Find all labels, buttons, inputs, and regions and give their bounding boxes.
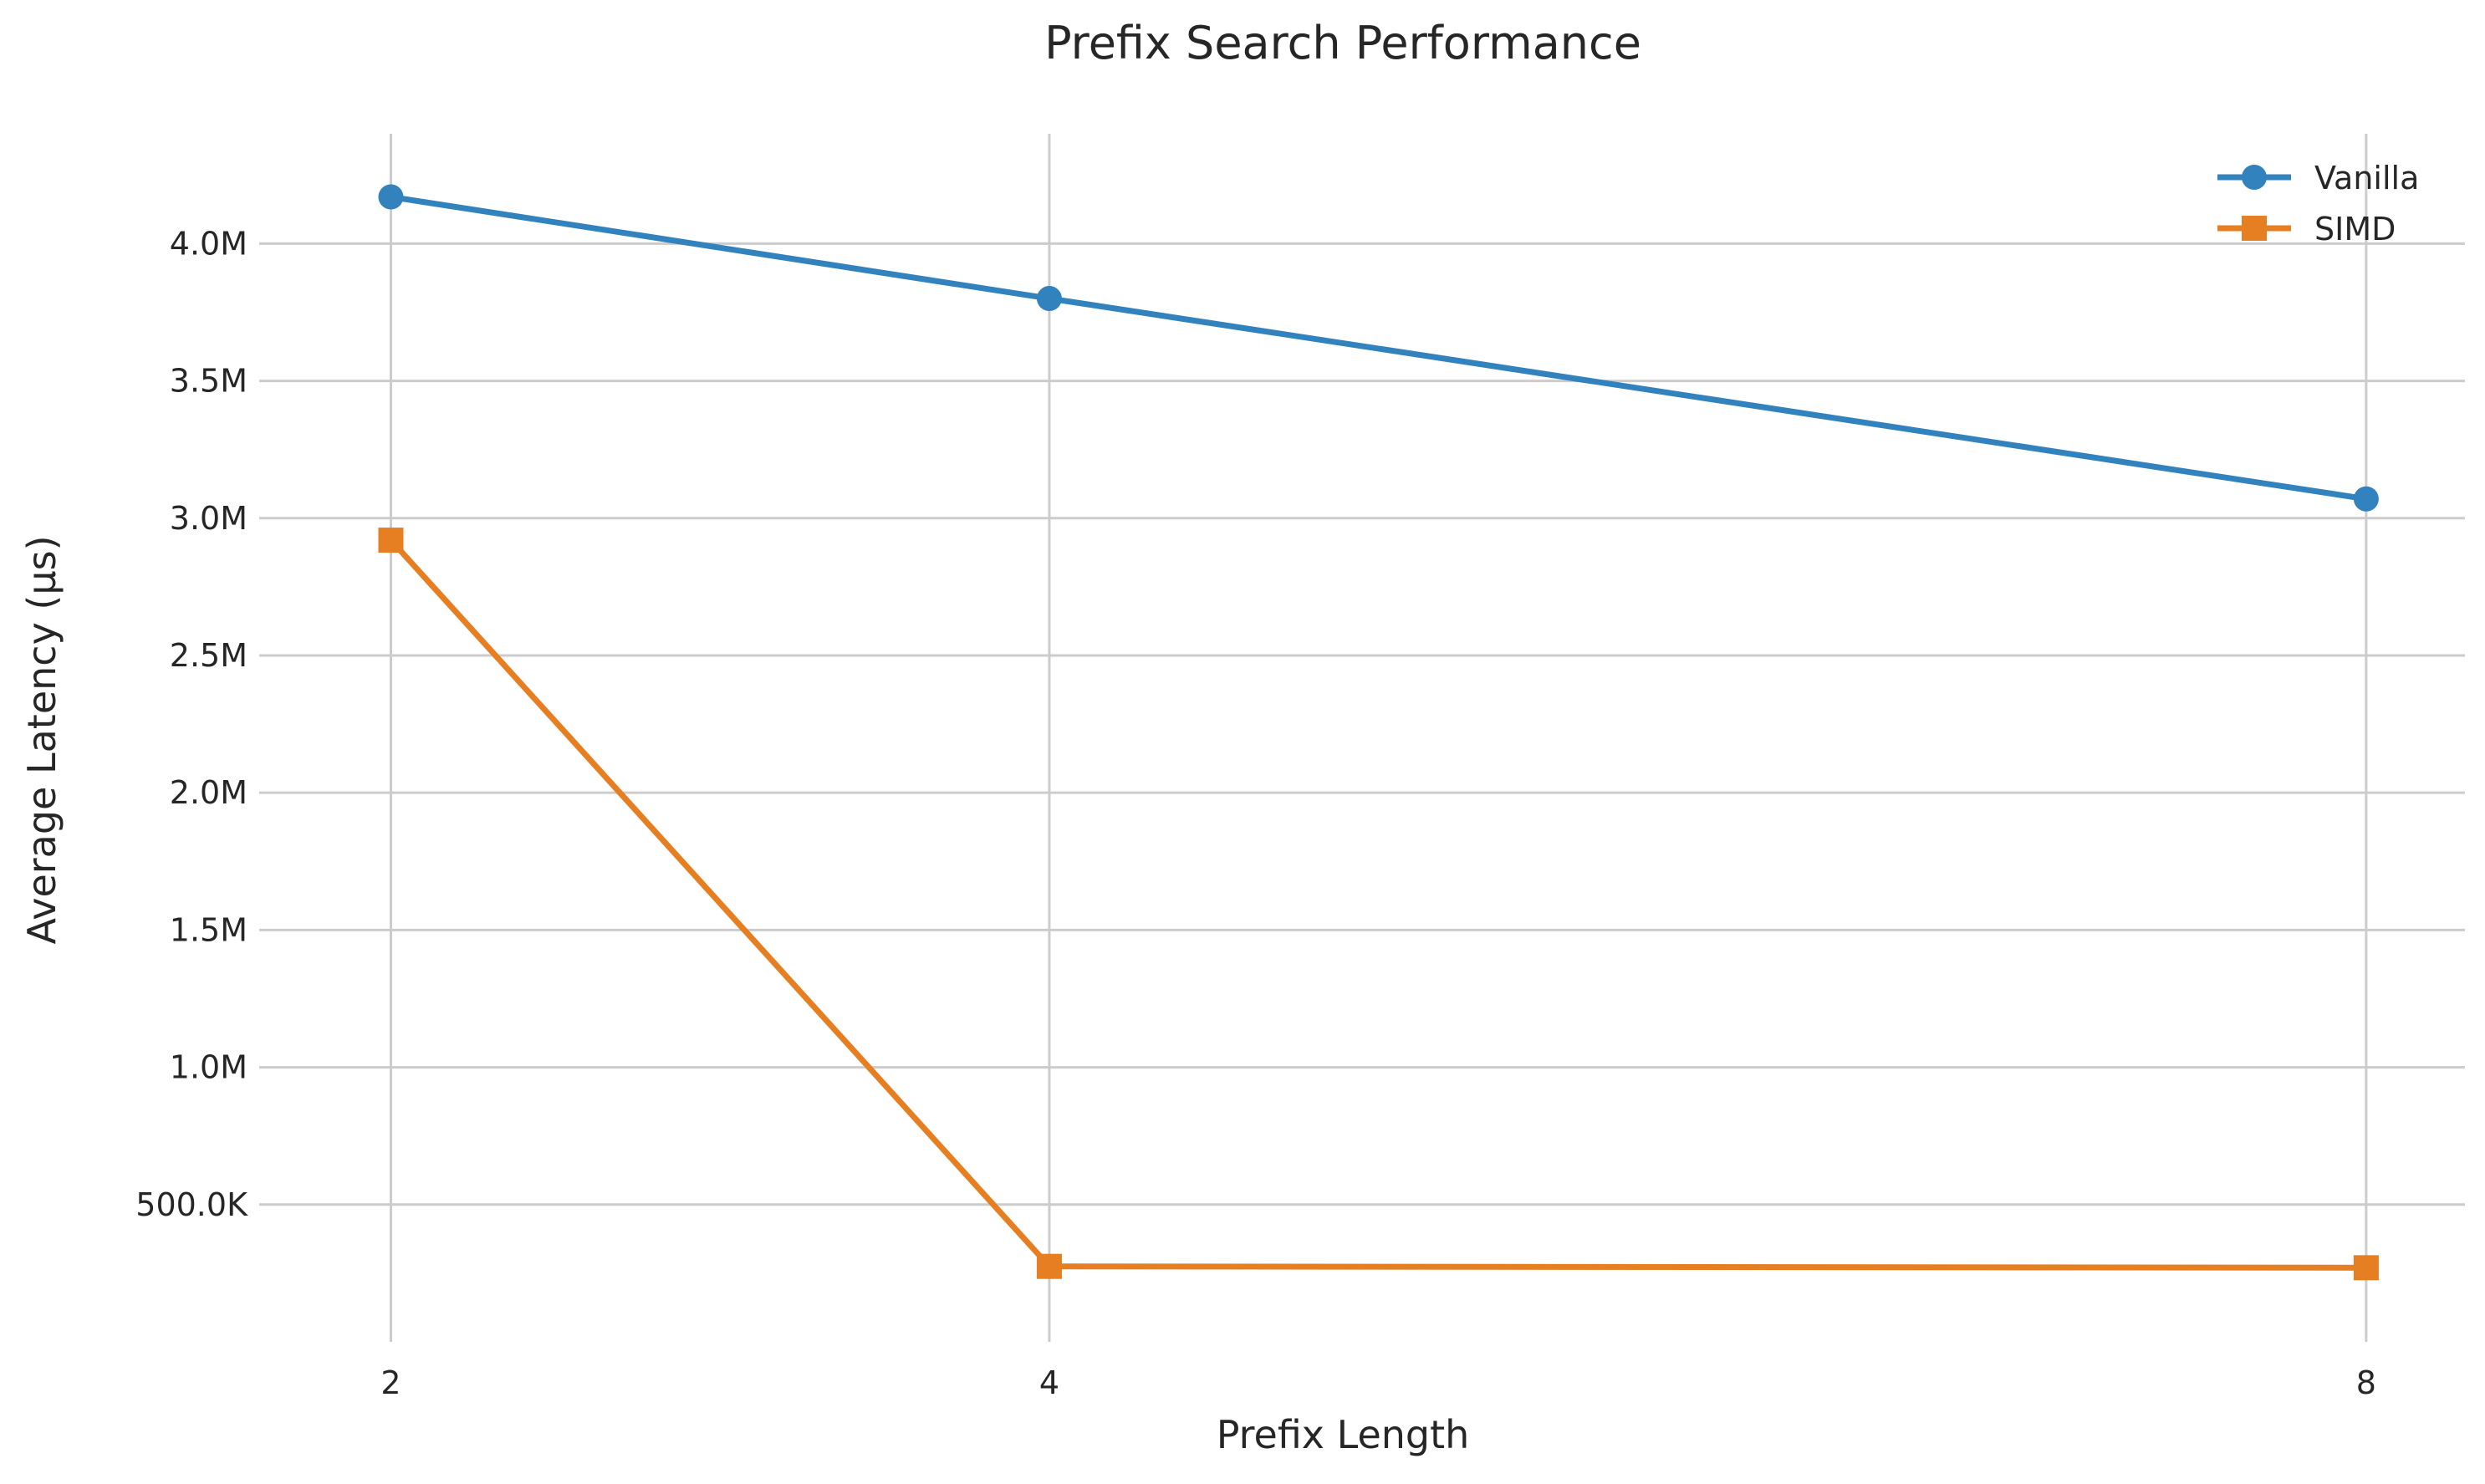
x-tick-labels: 2 4 8 [380, 1364, 2376, 1401]
x-tick-label: 4 [1039, 1364, 1059, 1401]
data-point-vanilla [2353, 486, 2379, 512]
legend-label-simd: SIMD [2314, 211, 2396, 247]
y-tick-label: 500.0K [135, 1186, 248, 1223]
y-axis-label: Average Latency (µs) [19, 535, 64, 944]
data-point-vanilla [378, 184, 404, 210]
series-lines [388, 194, 2367, 1271]
legend-label-vanilla: Vanilla [2314, 160, 2419, 196]
y-tick-label: 3.0M [170, 500, 247, 537]
series-line-simd [388, 538, 2366, 1271]
legend: Vanilla SIMD [2217, 160, 2419, 247]
y-tick-label: 3.5M [170, 363, 247, 400]
x-tick-label: 2 [380, 1364, 401, 1401]
chart-title: Prefix Search Performance [1044, 17, 1641, 69]
grid [259, 134, 2465, 1342]
legend-item-vanilla: Vanilla [2217, 160, 2419, 196]
y-tick-label: 4.0M [170, 225, 247, 262]
y-tick-labels: 500.0K 1.0M 1.5M 2.0M 2.5M 3.0M 3.5M 4.0M [135, 225, 248, 1222]
x-axis-label: Prefix Length [1217, 1412, 1470, 1457]
y-tick-label: 1.0M [170, 1049, 247, 1086]
legend-marker-vanilla [2242, 165, 2267, 190]
y-tick-label: 2.0M [170, 774, 247, 811]
y-tick-label: 1.5M [170, 911, 247, 948]
series-markers [378, 184, 2379, 1281]
data-point-vanilla [1036, 286, 1062, 312]
data-point-simd [1036, 1253, 1062, 1279]
x-tick-label: 8 [2356, 1364, 2376, 1401]
legend-marker-simd [2242, 216, 2267, 241]
y-tick-label: 2.5M [170, 637, 247, 674]
data-point-simd [378, 528, 404, 553]
series-line-vanilla [390, 194, 2367, 502]
data-point-simd [2353, 1255, 2379, 1281]
legend-item-simd: SIMD [2217, 211, 2396, 247]
